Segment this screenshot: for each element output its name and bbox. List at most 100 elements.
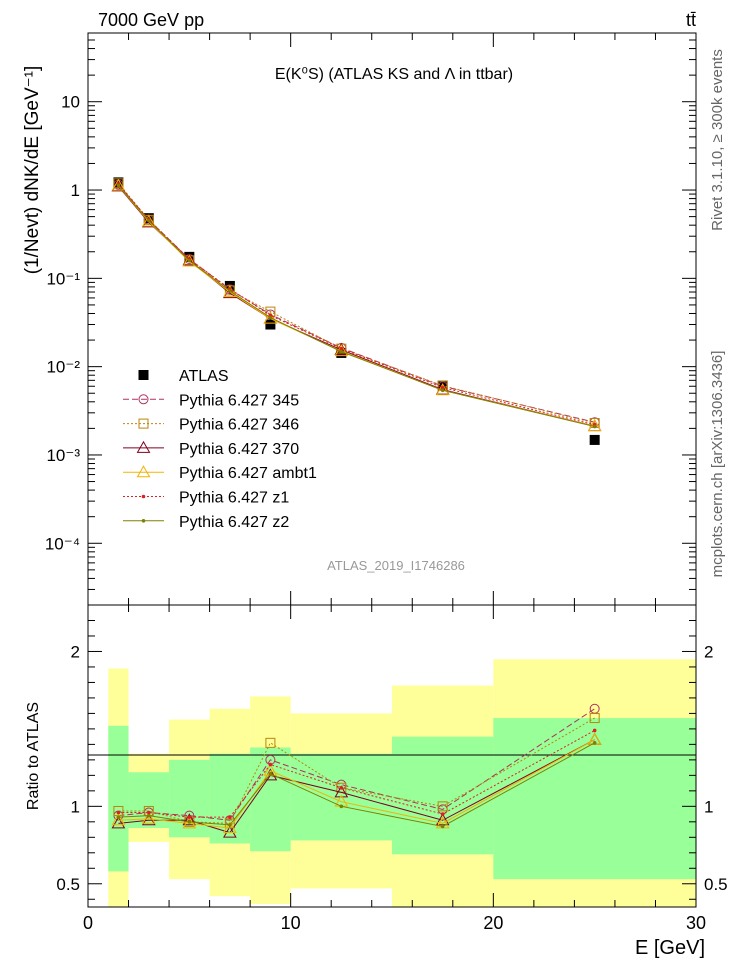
ratio-point (268, 762, 273, 767)
ratio-panel: 2 21 10.5 0.50 10 20 30 Ratio to ATLAS E [GeV] (25, 604, 728, 959)
ratio-series-4 (116, 728, 597, 819)
data-point (440, 385, 445, 390)
legend-item: Pythia 6.427 370 (123, 440, 299, 458)
data-point (263, 311, 278, 324)
y-tick-label: 10⁻² (46, 358, 80, 377)
ratio-series-5 (116, 741, 597, 829)
x-axis-label: E [GeV] (635, 937, 705, 959)
legend-item: ATLAS (138, 368, 229, 385)
ratio-frame (87, 604, 697, 908)
ratio-point (141, 811, 156, 824)
ratio-point (182, 813, 197, 826)
ratio-y-tick-label-right: 2 (704, 642, 713, 661)
ratio-point (223, 825, 237, 838)
data-point (141, 214, 156, 227)
legend-label: Pythia 6.427 345 (179, 392, 299, 409)
legend-marker (141, 494, 146, 499)
y-tick-label: 10⁻¹ (46, 269, 80, 288)
ratio-point (589, 713, 600, 724)
series-1 (113, 179, 600, 428)
data-point (592, 424, 597, 429)
main-panel: 10 1 10⁻¹ 10⁻² 10⁻³ 10⁻⁴ E(K⁰S) (ATLAS KS and… (22, 32, 697, 606)
ratio-y-tick-label: 0.5 (56, 875, 80, 894)
ratio-line (118, 717, 595, 824)
ratio-point (116, 810, 121, 815)
series-line (118, 185, 595, 427)
ratio-point (228, 815, 232, 819)
ratio-line (118, 739, 595, 834)
ratio-point (592, 728, 597, 733)
ratio-y-tick-label: 2 (71, 642, 80, 661)
data-point (589, 434, 600, 445)
legend-marker (138, 394, 149, 405)
data-point (147, 218, 151, 223)
legend-label: Pythia 6.427 346 (179, 417, 299, 434)
ratio-point (440, 812, 445, 816)
y-tick-label: 10 (61, 93, 80, 112)
analysis-id: ATLAS_2019_I1746286 (327, 558, 465, 573)
series-2 (113, 178, 600, 429)
data-point (187, 258, 192, 263)
data-point (182, 253, 197, 266)
ratio-point (268, 772, 273, 776)
green-uncertainty-band (493, 718, 696, 880)
ratio-point (182, 816, 197, 829)
ratio-point (265, 737, 276, 748)
legend-label: Pythia 6.427 ambt1 (179, 465, 317, 482)
legend-marker (138, 418, 149, 429)
ratio-point (147, 810, 151, 815)
energy-label: 7000 GeV pp (98, 10, 204, 30)
data-point (440, 388, 445, 393)
ratio-point (187, 815, 192, 819)
legend-label: Pythia 6.427 z2 (179, 514, 289, 531)
ratio-point (228, 823, 232, 827)
chart-title: E(K⁰S) (ATLAS KS and Λ in ttbar) (275, 66, 513, 83)
main-y-axis-label: (1/Nevt) dNK/dE [GeV⁻¹] (22, 66, 43, 275)
series-line (118, 184, 595, 423)
legend-item: Pythia 6.427 z1 (123, 490, 289, 507)
legend-label: Pythia 6.427 370 (179, 441, 299, 458)
ratio-point (223, 821, 237, 834)
series-5 (116, 182, 597, 427)
ratio-y-tick-label: 1 (71, 797, 80, 816)
green-uncertainty-band (108, 725, 129, 872)
ratio-y-tick-label-right: 1 (704, 797, 713, 816)
x-tick-label: 10 (281, 913, 301, 933)
x-tick-label: 20 (483, 913, 503, 933)
data-point (116, 183, 121, 188)
legend-label: Pythia 6.427 z1 (179, 490, 289, 507)
y-tick-label: 10⁻⁴ (45, 534, 80, 553)
legend-item: Pythia 6.427 345 (123, 392, 299, 409)
ratio-point (592, 741, 597, 745)
legend-label: ATLAS (179, 368, 229, 385)
green-uncertainty-band (392, 736, 494, 855)
ratio-point (111, 813, 126, 826)
x-tick-label: 0 (83, 913, 93, 933)
series-6 (116, 183, 597, 429)
ratio-point (147, 813, 151, 818)
data-point (339, 346, 344, 351)
legend-marker (136, 440, 151, 453)
data-point (268, 315, 273, 320)
data-point (182, 254, 197, 267)
ratio-point (111, 816, 126, 829)
data-point (339, 349, 344, 354)
legend-marker (136, 465, 151, 478)
ratio-point (187, 820, 192, 824)
series-line (118, 185, 595, 427)
series-line (118, 183, 595, 424)
legend-item: Pythia 6.427 ambt1 (123, 465, 317, 482)
series-line (118, 183, 595, 426)
y-tick-label: 10⁻³ (46, 446, 80, 465)
data-point (334, 342, 349, 355)
ratio-point (116, 815, 121, 819)
ratio-y-axis-label: Ratio to ATLAS (25, 702, 42, 810)
ratio-line (118, 742, 595, 827)
rivet-label: Rivet 3.1.10, ≥ 300k events (709, 49, 726, 231)
green-uncertainty-band (169, 759, 210, 838)
legend: ATLAS Pythia 6.427 345 Pythia 6.427 346 Pyt… (123, 368, 317, 531)
ratio-point (437, 801, 448, 812)
data-point (228, 289, 232, 293)
legend-item: Pythia 6.427 346 (123, 417, 299, 434)
ratio-point (339, 785, 344, 790)
